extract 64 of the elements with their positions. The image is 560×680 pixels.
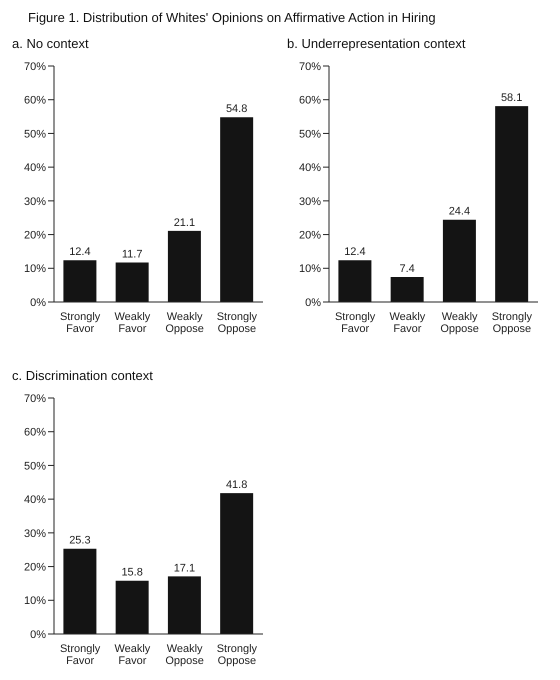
x-tick-label: Strongly Favor [334, 311, 376, 335]
y-tick-label: 30% [298, 196, 322, 208]
x-tick-label: Weakly Favor [389, 311, 426, 335]
bar [390, 277, 424, 302]
y-tick-label: 70% [298, 60, 322, 73]
bar [116, 262, 149, 302]
chart-title: c. Discrimination context [12, 368, 154, 385]
bar [63, 548, 96, 634]
y-tick-label: 20% [24, 229, 46, 242]
y-tick-label: 30% [24, 528, 46, 540]
y-tick-label: 10% [24, 263, 46, 276]
y-tick-label: 40% [298, 162, 322, 174]
x-tick-label: Weakly Favor [114, 643, 151, 667]
x-tick-label: Weakly Oppose [165, 311, 204, 335]
data-label: 17.1 [174, 562, 196, 574]
chart-title: b. Underrepresentation context [287, 36, 466, 53]
y-tick-label: 30% [24, 196, 46, 208]
data-label: 12.4 [69, 246, 91, 258]
y-tick-label: 10% [24, 595, 46, 608]
x-tick-label: Strongly Oppose [492, 311, 533, 335]
bar [495, 106, 528, 302]
bar [442, 220, 476, 302]
bar [168, 576, 201, 634]
data-label: 41.8 [226, 479, 248, 492]
data-label: 7.4 [400, 263, 415, 276]
y-tick-label: 70% [24, 392, 46, 405]
data-label: 58.1 [500, 92, 522, 104]
bar [168, 230, 201, 302]
y-tick-label: 40% [24, 494, 46, 506]
bar [116, 580, 149, 634]
y-tick-label: 50% [24, 128, 46, 140]
chart-title: Figure 1. Distribution of Whites' Opinions on Affirmative Action in Hiring [28, 10, 436, 25]
y-tick-label: 0% [30, 628, 46, 641]
y-tick-label: 0% [305, 296, 322, 309]
y-tick-label: 60% [24, 426, 46, 439]
y-tick-label: 20% [24, 561, 46, 574]
y-tick-label: 50% [298, 128, 322, 140]
chart-subtitle: a. No context [12, 36, 90, 53]
y-tick-label: 70% [24, 60, 46, 73]
y-tick-label: 50% [24, 460, 46, 472]
x-tick-label: Strongly Oppose [216, 311, 258, 335]
y-tick-label: 40% [24, 162, 46, 174]
bar [220, 117, 254, 302]
x-tick-label: Weakly Favor [114, 311, 151, 335]
data-label: 54.8 [226, 103, 248, 116]
x-tick-label: Strongly Favor [60, 311, 101, 335]
bar [220, 493, 254, 634]
bar [63, 260, 96, 302]
y-tick-label: 20% [298, 229, 322, 242]
y-tick-label: 10% [298, 263, 322, 276]
x-tick-label: Strongly Oppose [216, 643, 258, 667]
y-tick-label: 60% [298, 94, 322, 107]
x-tick-label: Weakly Oppose [165, 643, 204, 667]
data-label: 21.1 [174, 216, 196, 229]
data-label: 15.8 [121, 566, 143, 579]
x-tick-label: Strongly Favor [60, 643, 101, 667]
bar [338, 260, 372, 302]
data-label: 12.4 [344, 246, 366, 258]
data-label: 24.4 [448, 206, 470, 218]
y-tick-label: 0% [30, 296, 46, 309]
y-tick-label: 60% [24, 94, 46, 107]
data-label: 25.3 [69, 534, 91, 547]
data-label: 11.7 [122, 248, 142, 261]
x-tick-label: Weakly Oppose [440, 311, 479, 335]
